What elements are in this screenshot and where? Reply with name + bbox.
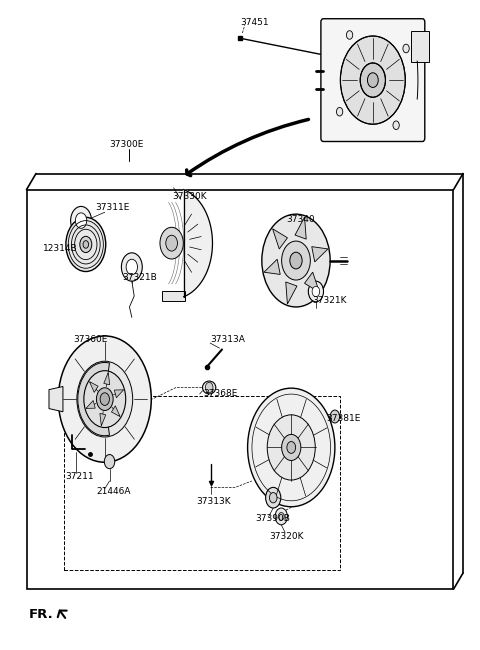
Polygon shape <box>273 229 288 249</box>
Circle shape <box>126 259 137 275</box>
Circle shape <box>347 31 353 39</box>
Text: 37313K: 37313K <box>196 497 230 506</box>
Circle shape <box>290 252 302 269</box>
Text: 37330K: 37330K <box>173 192 207 201</box>
Text: 37211: 37211 <box>65 472 94 481</box>
Bar <box>162 291 185 302</box>
Circle shape <box>121 253 142 281</box>
Circle shape <box>166 235 178 251</box>
Polygon shape <box>100 413 106 426</box>
Text: 37300E: 37300E <box>109 140 144 149</box>
Circle shape <box>282 241 311 280</box>
Circle shape <box>312 287 320 296</box>
Circle shape <box>84 370 126 428</box>
Text: FR.: FR. <box>29 608 54 621</box>
Polygon shape <box>312 246 328 262</box>
Polygon shape <box>286 282 297 304</box>
Circle shape <box>267 415 315 480</box>
Text: 37340: 37340 <box>286 215 315 224</box>
Text: 37390B: 37390B <box>255 514 290 523</box>
Bar <box>64 396 340 570</box>
Wedge shape <box>78 363 109 436</box>
Circle shape <box>403 44 409 53</box>
Text: 37321B: 37321B <box>122 274 157 283</box>
Ellipse shape <box>203 381 216 394</box>
Polygon shape <box>295 217 306 239</box>
Text: 37381E: 37381E <box>326 414 361 423</box>
Circle shape <box>360 63 385 98</box>
Circle shape <box>308 281 324 302</box>
Polygon shape <box>264 259 280 274</box>
Text: 37311E: 37311E <box>96 203 130 212</box>
Polygon shape <box>114 390 123 398</box>
Circle shape <box>66 217 106 272</box>
Circle shape <box>71 207 92 235</box>
Text: 37320K: 37320K <box>269 532 304 541</box>
Circle shape <box>282 434 301 460</box>
Circle shape <box>80 237 92 253</box>
Circle shape <box>265 488 281 508</box>
Circle shape <box>340 36 405 124</box>
Circle shape <box>393 121 399 129</box>
Polygon shape <box>86 400 95 408</box>
Circle shape <box>160 227 183 259</box>
Polygon shape <box>104 372 110 385</box>
Text: 37451: 37451 <box>240 18 269 27</box>
Circle shape <box>96 388 113 411</box>
Circle shape <box>287 441 296 453</box>
FancyBboxPatch shape <box>321 19 425 142</box>
Circle shape <box>330 410 340 423</box>
Circle shape <box>77 361 132 437</box>
Text: 12314B: 12314B <box>43 244 78 254</box>
Polygon shape <box>89 382 98 393</box>
Circle shape <box>248 388 335 507</box>
Circle shape <box>104 454 115 469</box>
Circle shape <box>75 213 87 228</box>
Text: 37368E: 37368E <box>203 389 238 398</box>
Text: 37321K: 37321K <box>312 296 347 305</box>
Text: 21446A: 21446A <box>96 487 131 496</box>
Circle shape <box>278 513 284 520</box>
Circle shape <box>367 73 378 88</box>
Polygon shape <box>111 406 120 417</box>
Circle shape <box>205 382 213 393</box>
Circle shape <box>83 240 89 248</box>
Polygon shape <box>304 272 319 292</box>
Circle shape <box>275 508 288 525</box>
Circle shape <box>269 493 277 503</box>
Bar <box>411 31 429 62</box>
Polygon shape <box>184 190 213 297</box>
Text: 37313A: 37313A <box>210 335 245 345</box>
Text: 37360E: 37360E <box>73 335 108 344</box>
Circle shape <box>336 107 343 116</box>
Bar <box>26 190 454 589</box>
Circle shape <box>58 336 151 462</box>
Circle shape <box>100 393 109 406</box>
Circle shape <box>262 214 330 307</box>
Polygon shape <box>49 387 63 411</box>
